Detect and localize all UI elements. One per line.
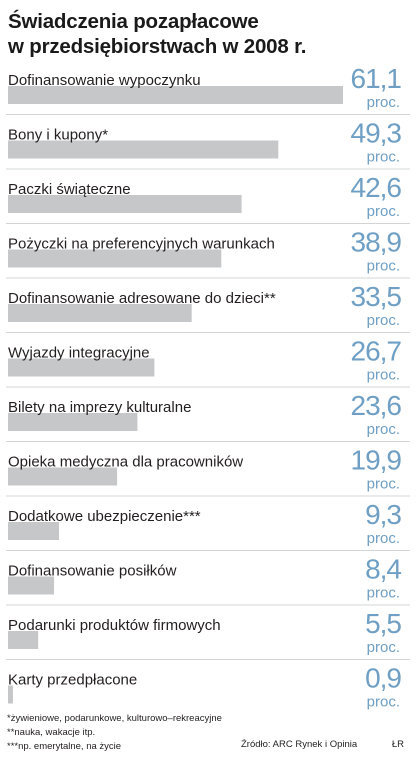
unit-label-9: proc. xyxy=(367,530,400,547)
bar-3 xyxy=(8,195,242,213)
value-label-2: 49,3 xyxy=(351,118,402,149)
chart-title: Świadczenia pozapłacowe w przedsiębiorst… xyxy=(8,9,408,59)
category-label-3: Paczki świąteczne xyxy=(8,181,131,198)
bar-12 xyxy=(8,685,13,704)
category-label-10: Dofinansowanie posiłków xyxy=(8,563,177,580)
value-label-5: 33,5 xyxy=(351,281,402,312)
unit-label-11: proc. xyxy=(367,639,400,656)
value-label-10: 8,4 xyxy=(365,554,401,585)
category-label-11: Podarunki produktów firmowych xyxy=(8,617,221,634)
bar-8 xyxy=(8,467,118,486)
category-label-2: Bony i kupony* xyxy=(8,127,108,144)
footnote-1: *żywieniowe, podarunkowe, kulturowo–rekr… xyxy=(7,713,222,724)
category-label-6: Wyjazdy integracyjne xyxy=(8,345,150,362)
source-note: Źródło: ARC Rynek i Opinia xyxy=(241,739,358,750)
category-label-4: Pożyczki na preferencyjnych warunkach xyxy=(8,236,275,253)
footnote-2: **nauka, wakacje itp. xyxy=(7,727,96,738)
value-label-6: 26,7 xyxy=(351,336,402,367)
category-label-7: Bilety na imprezy kulturalne xyxy=(8,399,191,416)
unit-label-6: proc. xyxy=(367,367,400,384)
unit-label-10: proc. xyxy=(367,585,400,602)
unit-label-4: proc. xyxy=(367,258,400,275)
unit-label-7: proc. xyxy=(367,421,400,438)
unit-label-3: proc. xyxy=(367,203,400,220)
footnotes: *żywieniowe, podarunkowe, kulturowo–rekr… xyxy=(7,712,222,754)
category-label-8: Opieka medyczna dla pracowników xyxy=(8,454,243,471)
title-line-2: w przedsiębiorstwach w 2008 r. xyxy=(8,35,307,58)
value-label-9: 9,3 xyxy=(365,499,401,530)
unit-label-5: proc. xyxy=(367,312,400,329)
bar-9 xyxy=(8,522,59,540)
bar-5 xyxy=(8,304,192,322)
bar-11 xyxy=(8,631,39,649)
value-label-11: 5,5 xyxy=(365,608,401,639)
value-label-12: 0,9 xyxy=(365,663,401,694)
category-label-5: Dofinansowanie adresowane do dzieci** xyxy=(8,290,276,307)
bar-4 xyxy=(8,249,222,268)
bar-2 xyxy=(8,140,279,159)
title-line-1: Świadczenia pozapłacowe xyxy=(8,10,259,33)
bar-6 xyxy=(8,358,155,377)
footnote-3: ***np. emerytalne, na życie xyxy=(7,741,122,752)
unit-label-12: proc. xyxy=(367,694,400,711)
bar-10 xyxy=(8,576,55,595)
category-label-12: Karty przedpłacone xyxy=(8,672,137,689)
category-label-9: Dodatkowe ubezpieczenie*** xyxy=(8,508,201,525)
unit-label-8: proc. xyxy=(367,476,400,493)
unit-label-2: proc. xyxy=(367,149,400,166)
unit-label-1: proc. xyxy=(367,94,400,111)
value-label-3: 42,6 xyxy=(351,172,402,203)
bar-1 xyxy=(8,86,343,104)
bar-7 xyxy=(8,413,138,431)
value-label-7: 23,6 xyxy=(351,390,402,421)
value-label-8: 19,9 xyxy=(351,445,402,476)
value-label-1: 61,1 xyxy=(351,63,402,94)
value-label-4: 38,9 xyxy=(351,227,402,258)
category-label-1: Dofinansowanie wypoczynku xyxy=(8,72,201,89)
author-signature: ŁR xyxy=(391,739,404,750)
